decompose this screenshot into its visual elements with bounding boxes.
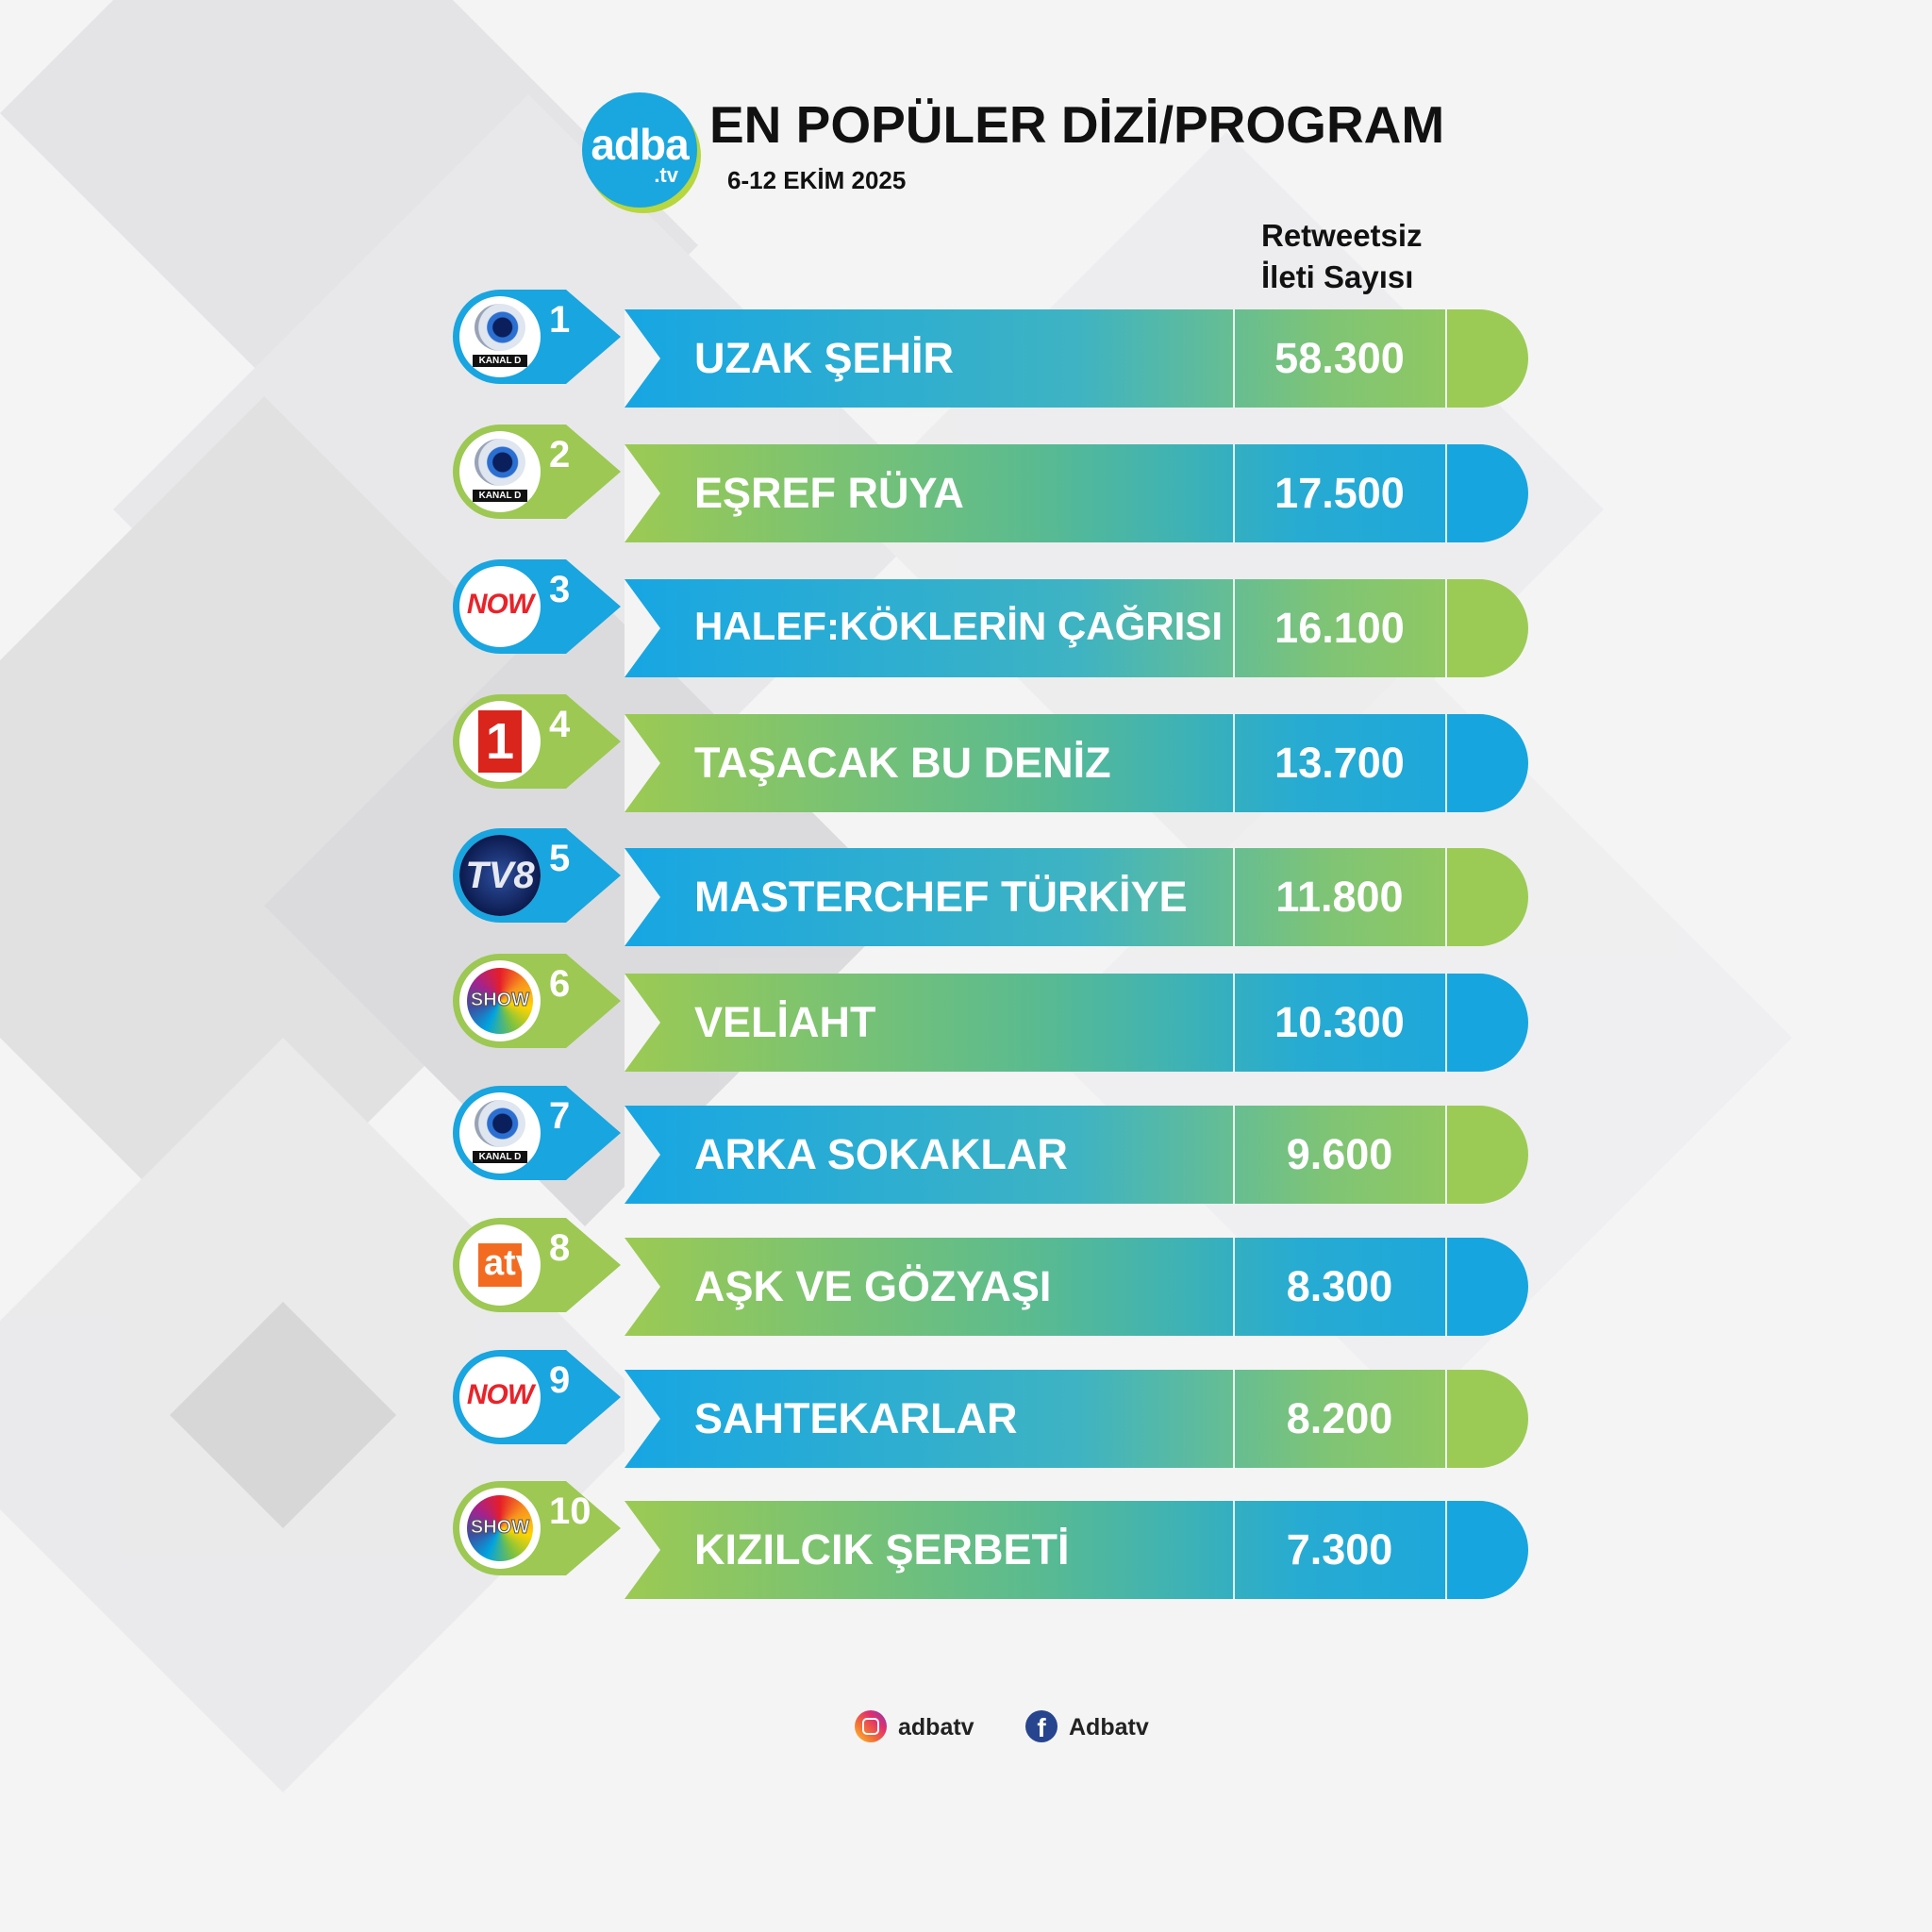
post-count: 9.600 bbox=[1286, 1130, 1393, 1178]
post-count: 7.300 bbox=[1286, 1525, 1393, 1574]
ranking-row-10: SHOW 10 KIZILCIK ŞERBETİ 7.300 bbox=[453, 1481, 1528, 1599]
tv8-logo: TV8 bbox=[459, 835, 541, 916]
rank-tag: NOW 9 bbox=[453, 1350, 621, 1444]
program-title: ARKA SOKAKLAR bbox=[694, 1130, 1068, 1178]
kanal-d-logo: KANAL D bbox=[459, 1092, 541, 1174]
post-count: 11.800 bbox=[1275, 873, 1404, 921]
rank-tag: atv 8 bbox=[453, 1218, 621, 1312]
title-bar bbox=[625, 848, 1527, 946]
page-title: EN POPÜLER DİZİ/PROGRAM bbox=[709, 95, 1445, 154]
rank-tag: SHOW 6 bbox=[453, 954, 621, 1048]
facebook-handle: Adbatv bbox=[1069, 1714, 1149, 1740]
rank-number: 9 bbox=[549, 1359, 571, 1401]
rank-tag: KANAL D 2 bbox=[453, 425, 621, 519]
ranking-row-4: 1 4 TAŞACAK BU DENİZ 13.700 bbox=[453, 694, 1528, 812]
adba-logo-suffix: .tv bbox=[654, 163, 678, 187]
adba-logo: adba .tv bbox=[582, 92, 697, 208]
post-count: 13.700 bbox=[1274, 739, 1405, 787]
column-header-line2: İleti Sayısı bbox=[1261, 259, 1414, 294]
ranking-row-3: NOW 3 HALEF:KÖKLERİN ÇAĞRISI 16.100 bbox=[453, 559, 1528, 677]
bar-cap bbox=[1448, 1106, 1528, 1204]
title-bar bbox=[625, 1238, 1527, 1336]
instagram-handle: adbatv bbox=[898, 1714, 974, 1740]
rank-number: 2 bbox=[549, 434, 571, 475]
program-title: AŞK VE GÖZYAŞI bbox=[694, 1262, 1052, 1310]
show-tv-logo: SHOW bbox=[459, 960, 541, 1041]
program-title: SAHTEKARLAR bbox=[694, 1394, 1018, 1442]
title-bar bbox=[625, 1106, 1527, 1204]
title-bar bbox=[625, 579, 1527, 677]
ranking-row-7: KANAL D 7 ARKA SOKAKLAR 9.600 bbox=[453, 1086, 1528, 1204]
post-count: 8.300 bbox=[1286, 1262, 1393, 1310]
facebook-icon: f bbox=[1025, 1710, 1058, 1742]
adba-logo-text: adba bbox=[591, 120, 689, 169]
post-count: 58.300 bbox=[1274, 334, 1405, 382]
post-count: 8.200 bbox=[1286, 1394, 1393, 1442]
program-title: TAŞACAK BU DENİZ bbox=[694, 739, 1111, 787]
post-count: 16.100 bbox=[1274, 604, 1405, 652]
title-bar bbox=[625, 444, 1527, 542]
bar-cap bbox=[1448, 974, 1528, 1072]
bar-cap bbox=[1448, 579, 1528, 677]
ranking-row-9: NOW 9 SAHTEKARLAR 8.200 bbox=[453, 1350, 1528, 1468]
date-range: 6-12 EKİM 2025 bbox=[727, 166, 907, 194]
bar-cap bbox=[1448, 1501, 1528, 1599]
title-bar bbox=[625, 714, 1527, 812]
rank-tag: KANAL D 7 bbox=[453, 1086, 621, 1180]
rank-tag: SHOW 10 bbox=[453, 1481, 621, 1575]
post-count: 10.300 bbox=[1274, 998, 1405, 1046]
post-count: 17.500 bbox=[1274, 469, 1405, 517]
program-title: HALEF:KÖKLERİN ÇAĞRISI bbox=[694, 604, 1223, 648]
column-header-line1: Retweetsiz bbox=[1261, 218, 1423, 253]
bar-cap bbox=[1448, 848, 1528, 946]
rank-tag: 1 4 bbox=[453, 694, 621, 789]
ranking-row-1: KANAL D 1 UZAK ŞEHİR 58.300 bbox=[453, 290, 1528, 408]
rank-number: 1 bbox=[549, 299, 571, 341]
ranking-row-6: SHOW 6 VELİAHT 10.300 bbox=[453, 954, 1528, 1072]
instagram-icon bbox=[855, 1710, 887, 1742]
program-title: EŞREF RÜYA bbox=[694, 469, 964, 517]
kanal-d-logo: KANAL D bbox=[459, 296, 541, 377]
ranking-row-5: TV8 5 MASTERCHEF TÜRKİYE 11.800 bbox=[453, 828, 1528, 946]
now-logo: NOW bbox=[459, 566, 541, 647]
program-title: KIZILCIK ŞERBETİ bbox=[694, 1525, 1070, 1574]
rank-tag: NOW 3 bbox=[453, 559, 621, 654]
program-title: VELİAHT bbox=[694, 998, 876, 1046]
ranking-row-8: atv 8 AŞK VE GÖZYAŞI 8.300 bbox=[453, 1218, 1528, 1336]
show-tv-logo: SHOW bbox=[459, 1488, 541, 1569]
rank-number: 7 bbox=[549, 1095, 571, 1137]
title-bar bbox=[625, 974, 1527, 1072]
now-logo: NOW bbox=[459, 1357, 541, 1438]
title-bar bbox=[625, 309, 1527, 408]
bar-cap bbox=[1448, 1238, 1528, 1336]
atv-logo: atv bbox=[459, 1224, 541, 1306]
bar-cap bbox=[1448, 444, 1528, 542]
star-tv-1-logo: 1 bbox=[459, 701, 541, 782]
title-bar bbox=[625, 1501, 1527, 1599]
bar-cap bbox=[1448, 1370, 1528, 1468]
rank-number: 6 bbox=[549, 963, 571, 1005]
rank-number: 10 bbox=[549, 1491, 591, 1532]
rank-number: 5 bbox=[549, 838, 571, 879]
program-title: UZAK ŞEHİR bbox=[694, 334, 955, 382]
column-header: Retweetsiz İleti Sayısı bbox=[1261, 215, 1469, 298]
bar-cap bbox=[1448, 714, 1528, 812]
rank-tag: TV8 5 bbox=[453, 828, 621, 923]
bar-cap bbox=[1448, 309, 1528, 408]
rank-number: 4 bbox=[549, 704, 571, 745]
rank-tag: KANAL D 1 bbox=[453, 290, 621, 384]
kanal-d-logo: KANAL D bbox=[459, 431, 541, 512]
ranking-row-2: KANAL D 2 EŞREF RÜYA 17.500 bbox=[453, 425, 1528, 542]
rank-number: 8 bbox=[549, 1227, 571, 1269]
program-title: MASTERCHEF TÜRKİYE bbox=[694, 873, 1188, 921]
title-bar bbox=[625, 1370, 1527, 1468]
rank-number: 3 bbox=[549, 569, 571, 610]
